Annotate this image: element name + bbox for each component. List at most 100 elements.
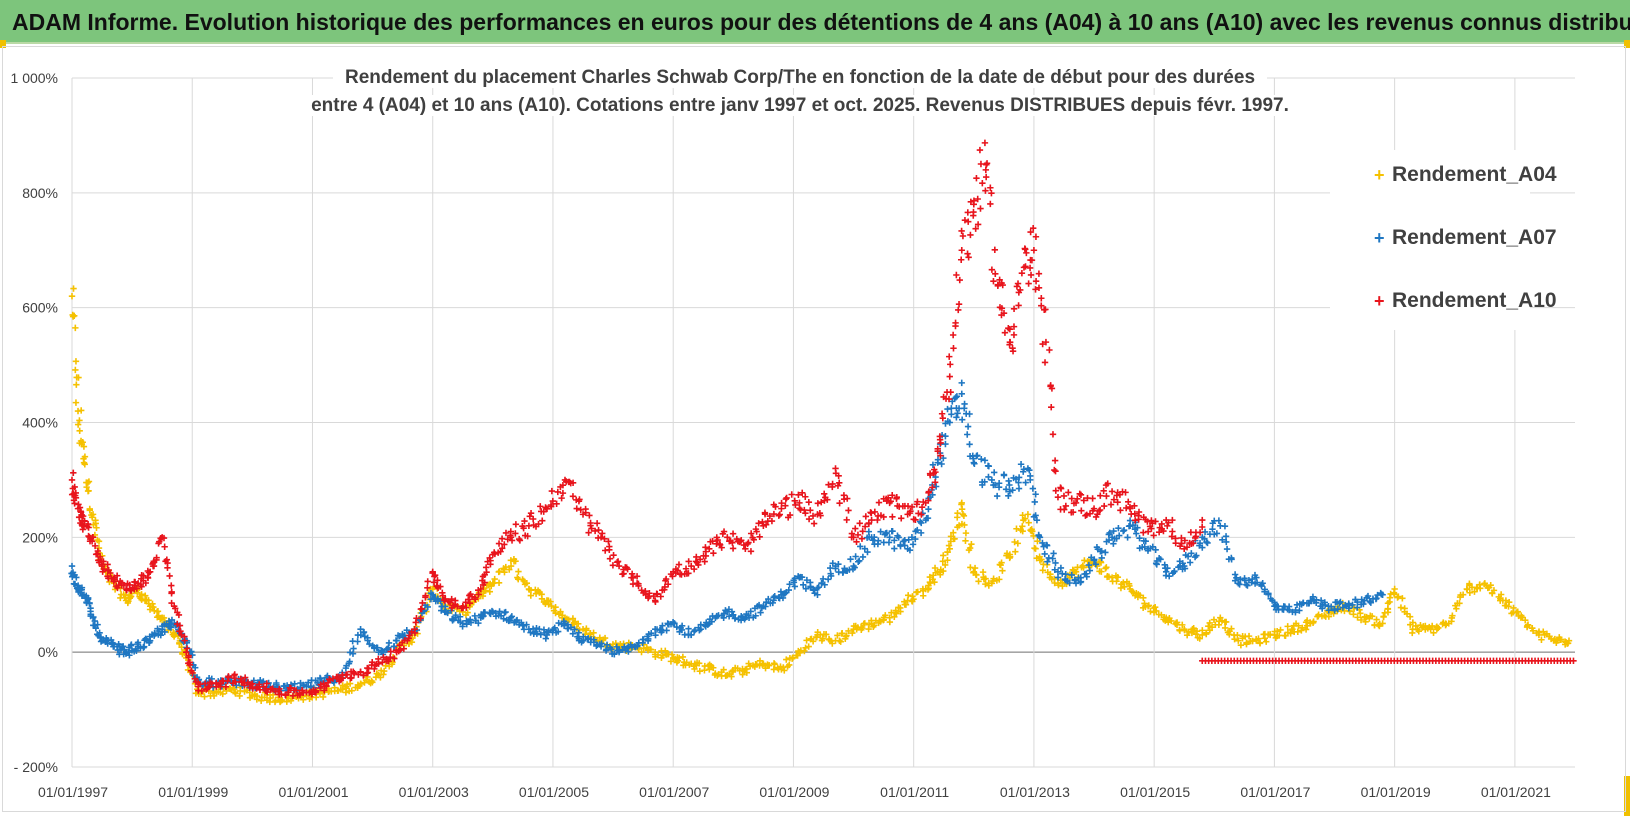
- point-a10: [1181, 537, 1189, 544]
- point-a04: [491, 575, 498, 583]
- corner-accent-top-left: [0, 40, 6, 48]
- point-a10: [418, 605, 425, 612]
- point-a04: [1151, 603, 1159, 611]
- point-a10: [714, 536, 721, 544]
- point-a07: [810, 586, 818, 594]
- point-a10: [1117, 507, 1124, 514]
- point-a04: [1013, 525, 1020, 532]
- point-a04: [818, 637, 826, 644]
- point-a07: [882, 530, 889, 537]
- point-a04: [1039, 567, 1046, 574]
- point-a07: [847, 556, 854, 563]
- point-a10: [958, 227, 965, 235]
- point-a10: [477, 585, 485, 593]
- point-a10: [776, 511, 783, 518]
- point-a07: [1017, 461, 1025, 468]
- y-tick-label: 200%: [22, 529, 58, 545]
- point-a07: [953, 393, 961, 400]
- point-a04: [880, 616, 888, 623]
- point-a10: [431, 573, 438, 580]
- point-a10: [990, 278, 997, 285]
- point-a04: [68, 292, 76, 300]
- point-a07: [126, 652, 133, 659]
- point-a07: [157, 631, 164, 639]
- point-a07: [852, 553, 859, 560]
- point-a10: [880, 513, 887, 521]
- point-a10: [548, 487, 556, 495]
- point-a10: [973, 175, 980, 182]
- point-a04: [85, 478, 93, 485]
- point-a04: [1011, 538, 1018, 546]
- point-a04: [1409, 629, 1416, 637]
- point-a10: [593, 520, 601, 527]
- point-a04: [982, 575, 989, 582]
- point-a10: [156, 538, 163, 545]
- point-a10: [217, 683, 224, 690]
- point-a07: [1005, 492, 1012, 499]
- point-a10: [166, 572, 173, 580]
- point-a10: [707, 538, 714, 545]
- point-a10: [1110, 496, 1118, 503]
- point-a10: [724, 534, 731, 541]
- point-a07: [1157, 556, 1164, 563]
- point-a10: [844, 495, 851, 502]
- point-a10: [1101, 502, 1108, 510]
- point-a10: [371, 665, 378, 673]
- point-a10: [539, 517, 546, 524]
- point-a04: [287, 697, 295, 704]
- point-a07: [575, 629, 582, 636]
- point-a10: [495, 540, 503, 547]
- point-a10: [915, 510, 922, 517]
- point-a10: [104, 561, 111, 568]
- point-a04: [1102, 565, 1109, 572]
- point-a04: [1391, 591, 1398, 598]
- point-a07: [974, 452, 981, 459]
- point-a10: [1052, 467, 1059, 475]
- point-a07: [1334, 605, 1342, 613]
- point-a04: [808, 635, 815, 643]
- point-a10: [174, 620, 181, 628]
- point-a07: [1236, 581, 1243, 588]
- point-a04: [1330, 610, 1337, 617]
- point-a04: [1034, 537, 1041, 545]
- point-a10: [1032, 233, 1040, 240]
- point-a10: [442, 595, 449, 603]
- point-a10: [1006, 339, 1014, 346]
- point-a07: [233, 682, 240, 689]
- point-a04: [667, 658, 675, 665]
- point-a10: [175, 611, 183, 619]
- point-a04: [1181, 626, 1188, 634]
- point-a07: [1228, 554, 1235, 562]
- point-a04: [837, 638, 844, 645]
- point-a10: [836, 479, 843, 487]
- point-a07: [912, 535, 919, 543]
- point-a04: [1012, 548, 1019, 555]
- point-a07: [161, 621, 168, 628]
- point-a07: [835, 560, 842, 568]
- point-a10: [620, 570, 627, 577]
- point-a10: [576, 496, 583, 503]
- point-a10: [1165, 519, 1172, 526]
- point-a07: [1022, 479, 1029, 486]
- point-a10: [348, 674, 355, 682]
- point-a10: [685, 558, 692, 565]
- point-a10: [792, 501, 799, 509]
- point-a07: [1204, 539, 1211, 547]
- point-a04: [512, 557, 519, 565]
- point-a04: [756, 657, 764, 665]
- point-a10: [845, 507, 852, 514]
- point-a07: [1354, 604, 1361, 611]
- point-a10: [695, 561, 702, 569]
- point-a10: [965, 218, 972, 225]
- point-a10: [925, 488, 933, 495]
- point-a04: [83, 483, 90, 491]
- point-a04: [1362, 618, 1369, 625]
- point-a04: [1235, 637, 1242, 644]
- point-a10: [977, 160, 985, 168]
- point-a07: [69, 571, 77, 579]
- point-a10: [1039, 340, 1046, 348]
- point-a04: [676, 654, 683, 662]
- point-a04: [931, 564, 939, 572]
- point-a10: [1029, 224, 1037, 232]
- point-a04: [1376, 622, 1383, 630]
